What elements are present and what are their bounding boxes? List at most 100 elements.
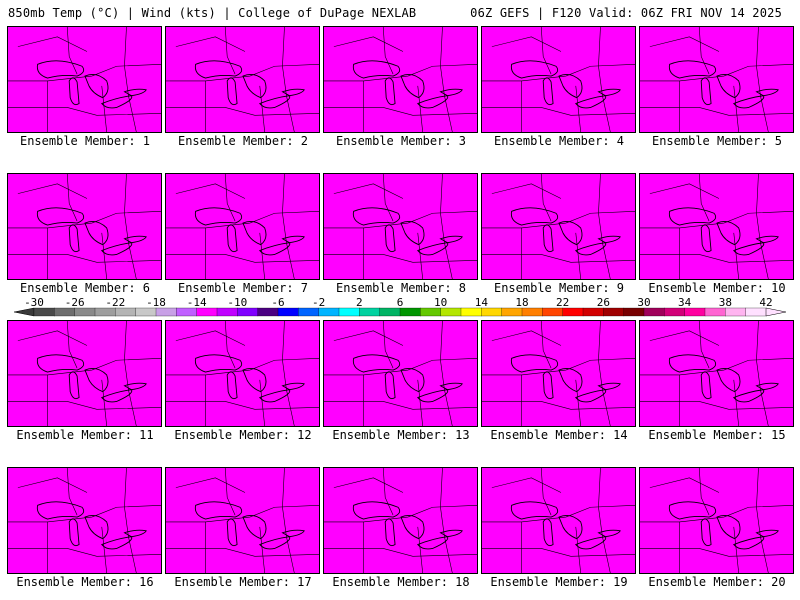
lake-outline [123,382,147,391]
temperature-map [324,321,477,426]
lake-outline [510,60,559,79]
colorbar-segment [216,307,238,317]
border-line [756,174,769,279]
lake-outline [36,501,85,520]
border-line [166,254,319,263]
lake-outline [668,60,717,79]
temperature-band [324,321,477,426]
colorbar-segment [54,307,76,317]
border-line [756,468,769,573]
lake-outline [575,242,607,256]
temperature-map [482,27,635,132]
member-map-panel [7,467,162,574]
border-line [324,80,364,132]
member-caption: Ensemble Member: 18 [332,575,470,589]
border-line [417,379,424,426]
border-line [417,232,424,279]
lake-outline [226,224,238,253]
colorbar-tick-label: 22 [556,296,569,309]
colorbar-segment [237,307,259,317]
temperature-map [8,27,161,132]
border-line [324,401,477,410]
lake-outline [575,389,607,403]
border-line [166,548,319,557]
lake-outline [259,95,291,109]
border-line [324,521,364,573]
border-line [66,321,78,369]
member-caption: Ensemble Member: 6 [19,281,151,295]
lake-outline [68,224,80,253]
member-caption: Ensemble Member: 11 [16,428,154,442]
border-line [124,321,137,426]
lake-outline [597,382,621,391]
border-line [333,36,404,52]
member-caption: Ensemble Member: 4 [493,134,625,148]
colorbar-segment [542,307,564,317]
colorbar-tick-label: 34 [678,296,692,309]
border-line [224,174,236,222]
model-run-info: 06Z GEFS | F120 Valid: 06Z FRI NOV 14 20… [470,6,782,20]
border-line [540,174,552,222]
border-line [733,232,740,279]
border-line [491,36,562,52]
lake-outline [716,221,741,246]
lake-outline [123,529,147,538]
border-line [101,526,108,573]
border-line [175,330,246,346]
temperature-band [482,321,635,426]
lake-outline [242,515,267,540]
temperature-map [640,27,793,132]
temperature-map [8,174,161,279]
lake-outline [281,382,305,391]
colorbar-segment [74,307,96,317]
temperature-band [482,27,635,132]
lake-outline [417,389,449,403]
border-line [521,504,635,523]
lake-outline [84,221,109,246]
lake-outline [417,242,449,256]
lake-outline [352,60,401,79]
border-line [698,27,710,75]
border-line [66,468,78,516]
colorbar-tick-label: -30 [24,296,44,309]
border-line [124,174,137,279]
member-caption: Ensemble Member: 17 [174,575,312,589]
colorbar-segment [603,307,625,317]
border-line [733,526,740,573]
lake-outline [400,74,425,99]
border-line [66,174,78,222]
lake-outline [668,354,717,373]
border-line [17,477,88,493]
border-line [521,357,635,376]
border-line [540,321,552,369]
lake-outline [439,88,463,97]
member-caption: Ensemble Member: 19 [490,575,628,589]
member-map-panel [639,467,794,574]
border-line [698,174,710,222]
member-map-panel [165,26,320,133]
member-map-panel [165,320,320,427]
lake-outline [101,242,133,256]
temperature-band [8,174,161,279]
lake-outline [101,95,133,109]
lake-outline [575,536,607,550]
border-line [482,254,635,263]
border-line [175,477,246,493]
member-caption: Ensemble Member: 15 [648,428,786,442]
lake-outline [242,221,267,246]
member-map-panel [481,467,636,574]
lake-outline [194,207,243,226]
lake-outline [123,235,147,244]
colorbar-tick-label: 10 [434,296,447,309]
lake-outline [194,354,243,373]
lake-outline [84,74,109,99]
lake-outline [700,518,712,547]
border-line [640,254,793,263]
colorbar-tick-label: -18 [146,296,166,309]
colorbar-tick-label: -14 [187,296,207,309]
border-line [324,374,364,426]
border-line [382,174,394,222]
member-caption: Ensemble Member: 20 [648,575,786,589]
member-map-panel [639,173,794,280]
border-line [8,401,161,410]
